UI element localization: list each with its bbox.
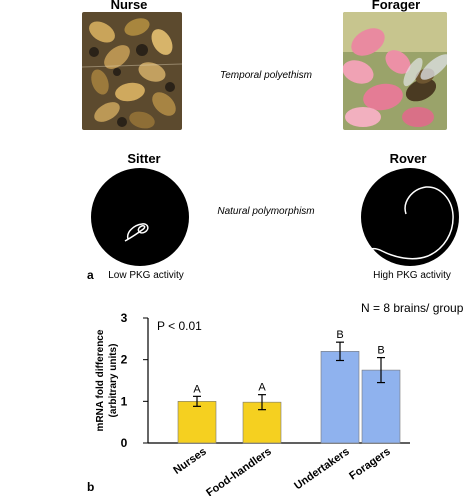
panel-a-letter: a — [87, 268, 94, 282]
nurse-label: Nurse — [110, 0, 148, 12]
sitter-label: Sitter — [127, 151, 161, 166]
category-label: Undertakers — [292, 446, 351, 493]
y-tick-label: 1 — [121, 394, 128, 408]
group-letter: A — [193, 383, 201, 395]
category-label: Foragers — [347, 446, 392, 483]
y-tick-label: 3 — [121, 311, 128, 325]
category-label: Food-handlers — [204, 446, 273, 496]
sitter-arena — [90, 167, 190, 267]
nurse-photo — [82, 12, 182, 130]
bar-chart: 0 1 2 3 mRNA fold difference (arbitrary units… — [0, 292, 474, 499]
low-pkg-label: Low PKG activity — [108, 270, 184, 281]
group-letter: B — [336, 329, 343, 341]
rover-arena — [360, 167, 460, 267]
bar-nurses — [177, 401, 217, 444]
temporal-polyethism-label: Temporal polyethism — [220, 70, 312, 81]
y-axis-label-line2: (arbitrary units) — [108, 344, 119, 418]
n-brains-label: N = 8 brains/ group — [361, 301, 464, 315]
rover-trail — [367, 186, 454, 260]
forager-photo — [343, 12, 447, 130]
category-label: Nurses — [171, 446, 208, 477]
p-value-label: P < 0.01 — [157, 319, 202, 333]
panel-b-letter: b — [87, 480, 95, 494]
forager-label: Forager — [371, 0, 421, 12]
y-tick-label: 0 — [121, 436, 128, 450]
y-axis-label-line1: mRNA fold difference — [95, 329, 106, 431]
high-pkg-label: High PKG activity — [373, 270, 451, 281]
bar-undertakers — [320, 351, 360, 444]
y-tick-label: 2 — [121, 353, 128, 367]
rover-label: Rover — [389, 151, 427, 166]
natural-polymorphism-label: Natural polymorphism — [217, 206, 315, 217]
group-letter: A — [258, 382, 266, 394]
sitter-trail — [124, 223, 149, 242]
group-letter: B — [377, 345, 384, 357]
